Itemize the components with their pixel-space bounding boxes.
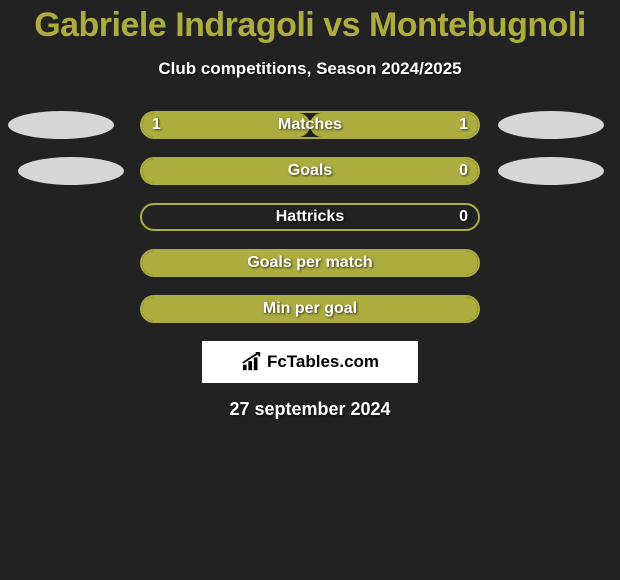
- stat-rows: 1 Matches 1 Goals 0: [0, 111, 620, 323]
- player-ellipse-right: [498, 111, 604, 139]
- stat-row: Min per goal: [0, 295, 620, 323]
- stat-label: Goals: [142, 159, 478, 183]
- stat-row: Hattricks 0: [0, 203, 620, 231]
- player-ellipse-right: [498, 157, 604, 185]
- player-ellipse-left: [8, 111, 114, 139]
- stat-label: Min per goal: [142, 297, 478, 321]
- logo-text: FcTables.com: [267, 352, 379, 372]
- page-title: Gabriele Indragoli vs Montebugnoli: [34, 6, 586, 45]
- stat-bar: Goals 0: [140, 157, 480, 185]
- player-ellipse-left: [18, 157, 124, 185]
- stat-label: Hattricks: [142, 205, 478, 229]
- stat-label: Matches: [142, 113, 478, 137]
- stat-row: 1 Matches 1: [0, 111, 620, 139]
- date-label: 27 september 2024: [229, 399, 390, 420]
- stat-row: Goals per match: [0, 249, 620, 277]
- infographic-container: Gabriele Indragoli vs Montebugnoli Club …: [0, 0, 620, 420]
- stat-value-right: 0: [459, 159, 468, 183]
- stat-row: Goals 0: [0, 157, 620, 185]
- logo-box: FcTables.com: [202, 341, 418, 383]
- subtitle: Club competitions, Season 2024/2025: [158, 59, 461, 79]
- stat-bar: Goals per match: [140, 249, 480, 277]
- stat-bar: Hattricks 0: [140, 203, 480, 231]
- stat-bar: Min per goal: [140, 295, 480, 323]
- stat-value-right: 1: [459, 113, 468, 137]
- stat-bar: 1 Matches 1: [140, 111, 480, 139]
- stat-value-right: 0: [459, 205, 468, 229]
- stat-label: Goals per match: [142, 251, 478, 275]
- bar-chart-icon: [241, 352, 263, 372]
